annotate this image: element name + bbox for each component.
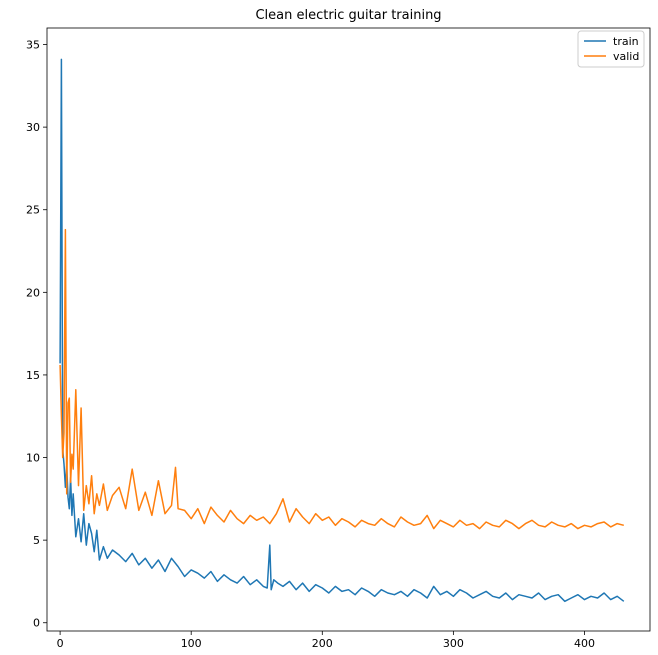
y-tick-label: 10: [26, 452, 40, 465]
legend-label-valid: valid: [613, 50, 639, 63]
x-tick-label: 200: [312, 637, 333, 650]
y-tick-label: 25: [26, 204, 40, 217]
x-tick-label: 300: [443, 637, 464, 650]
y-axis: 0 5 10 15 20 25 30 35: [26, 39, 47, 630]
x-axis: 0 100 200 300 400: [57, 631, 595, 650]
y-tick-label: 35: [26, 39, 40, 52]
plot-area: [46, 27, 651, 632]
series-layer: [59, 58, 625, 603]
x-tick-label: 400: [574, 637, 595, 650]
legend: train valid: [577, 30, 645, 68]
y-tick-label: 20: [26, 286, 40, 299]
legend-box: [577, 30, 645, 68]
x-tick-label: 100: [181, 637, 202, 650]
y-tick-label: 15: [26, 369, 40, 382]
y-tick-label: 30: [26, 121, 40, 134]
y-tick-label: 0: [33, 617, 40, 630]
y-tick-label: 5: [33, 534, 40, 547]
series-line-train: [59, 58, 625, 603]
x-tick-label: 0: [57, 637, 64, 650]
plot-frame: [46, 27, 651, 632]
chart-title: Clean electric guitar training: [255, 8, 441, 23]
series-line-valid: [59, 228, 624, 530]
legend-label-train: train: [613, 35, 639, 48]
